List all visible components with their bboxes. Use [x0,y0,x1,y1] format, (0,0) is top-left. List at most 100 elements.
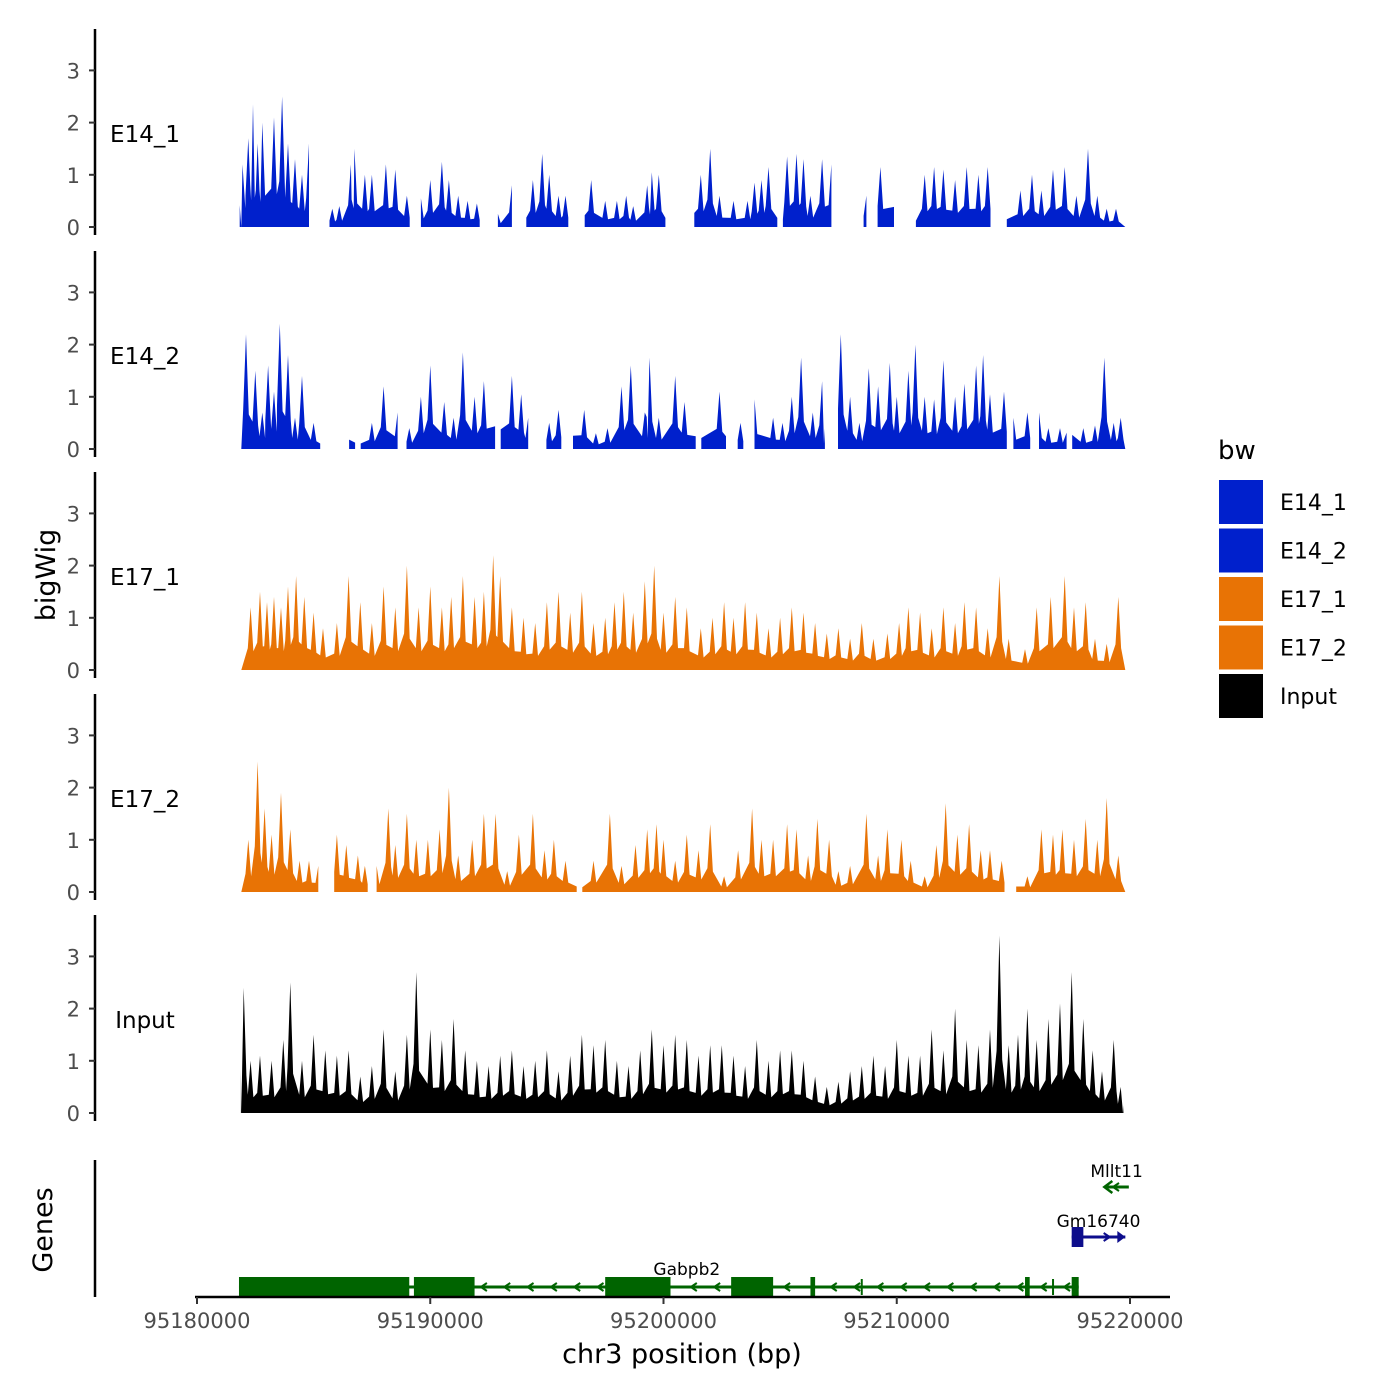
gene-exon [810,1277,816,1297]
signal-area-e17_2 [1016,798,1126,892]
signal-area-e14_1 [239,96,309,227]
track-panel-input: 0 1 2 3 Input [67,915,1124,1126]
legend-swatch-e17_2 [1219,625,1263,670]
gene-gm16740: Gm16740 [1057,1212,1140,1247]
strand-arrow [1015,1282,1024,1292]
signal-area-e14_2 [838,334,1007,449]
legend-label: E17_2 [1280,637,1347,662]
gene-exon [413,1277,475,1297]
gene-label: Gabpb2 [653,1260,720,1280]
signal-area-e14_2 [241,323,321,449]
y-tick-label: 2 [67,334,80,358]
genes-axis-title: Genes [28,1187,59,1272]
legend-swatch-input [1219,674,1263,718]
signal-area-e14_1 [584,172,666,227]
y-tick-label: 0 [67,216,80,240]
y-tick-label: 3 [67,945,80,969]
signal-area-e14_1 [420,161,480,227]
strand-arrow [992,1282,1001,1292]
gene-exon [1071,1227,1084,1247]
strand-arrow [479,1282,488,1292]
legend: bw E14_1 E14_2 E17_1 E17_2 Input [1218,436,1347,718]
y-tick-label: 0 [67,659,80,683]
strand-arrow-head [1117,1231,1126,1243]
signal-area-e14_2 [1013,412,1031,449]
x-axis-title: chr3 position (bp) [562,1339,802,1370]
x-tick-label: 95210000 [843,1309,950,1333]
track-panel-e14_1: 0 1 2 3 E14_1 [67,29,1126,240]
signal-area-input [240,935,1124,1113]
y-tick-label: 3 [67,724,80,748]
gene-gabpb2: Gabpb2 [238,1260,1079,1297]
signal-area-e17_1 [241,555,1126,670]
signal-area-e14_2 [754,357,825,449]
track-label: E17_1 [110,565,180,591]
strand-arrow [595,1282,605,1292]
signal-area-e14_1 [329,148,410,227]
signal-area-e14_2 [546,409,562,449]
signal-area-e17_2 [241,761,319,892]
gene-exon [731,1277,774,1297]
signal-area-e14_1 [526,153,569,227]
gene-exon [1025,1277,1030,1297]
y-tick-label: 2 [67,998,80,1022]
signal-area-e14_2 [406,352,496,449]
legend-label: Input [1280,685,1337,710]
legend-swatch-e14_2 [1219,528,1263,573]
strand-arrow [875,1282,884,1292]
y-tick-label: 0 [67,881,80,905]
signal-area-e14_2 [737,422,744,449]
track-panel-e17_2: 0 1 2 3 E17_2 [67,694,1126,905]
legend-swatch-e14_1 [1219,480,1263,524]
signal-area-e14_1 [877,167,894,227]
legend-label: E14_2 [1280,540,1347,565]
strand-arrow [968,1282,978,1292]
track-label: E17_2 [110,787,180,813]
signal-area-e14_2 [573,357,696,449]
signal-area-e14_2 [1072,357,1126,449]
strand-arrow [852,1282,861,1292]
x-axis: 95180000 95190000 95200000 95210000 95220000 [144,1295,1184,1333]
strand-arrow [712,1282,721,1292]
strand-arrow [689,1282,698,1292]
strand-arrow [1062,1282,1071,1292]
strand-arrow [922,1282,931,1292]
bigwig-tracks: 0 1 2 3 E14_1 0 1 2 3 E14_2 0 1 2 3 E17_1 0 1 2 3 E17_2 0 1 2 3… [67,29,1126,1126]
y-tick-label: 0 [67,438,80,462]
signal-area-e14_2 [1039,412,1067,449]
track-panel-e14_2: 0 1 2 3 E14_2 [67,251,1126,462]
track-label: Input [115,1008,175,1034]
strand-arrow [502,1282,511,1292]
signal-area-e14_1 [497,185,512,227]
legend-label: E14_1 [1280,491,1347,516]
signal-area-e14_2 [701,391,726,449]
gene-exon [238,1277,410,1297]
legend-title: bw [1218,436,1256,466]
gene-label: Mllt11 [1090,1162,1142,1182]
signal-area-e17_2 [334,834,368,892]
y-tick-label: 2 [67,555,80,579]
x-tick-label: 95220000 [1077,1309,1184,1333]
signal-area-e14_1 [782,153,832,227]
track-label: E14_1 [110,122,180,148]
y-tick-label: 2 [67,777,80,801]
signal-area-e14_2 [349,439,356,449]
gene-mllt11: Mllt11 [1090,1162,1143,1194]
x-tick-label: 95200000 [610,1309,717,1333]
signal-area-e14_1 [915,167,991,227]
strand-arrow [828,1282,838,1292]
gene-exon [1071,1277,1079,1297]
signal-area-e14_2 [360,386,398,449]
strand-arrow [1111,1182,1120,1192]
strand-arrow [1103,1232,1112,1242]
y-tick-label: 1 [67,607,80,631]
legend-label: E17_1 [1280,588,1347,613]
strand-arrow-head [1102,1180,1114,1194]
signal-area-e17_2 [582,803,1005,892]
y-tick-label: 3 [67,59,80,83]
signal-area-e17_2 [376,787,577,892]
strand-arrow [549,1282,558,1292]
x-tick-label: 95180000 [144,1309,251,1333]
